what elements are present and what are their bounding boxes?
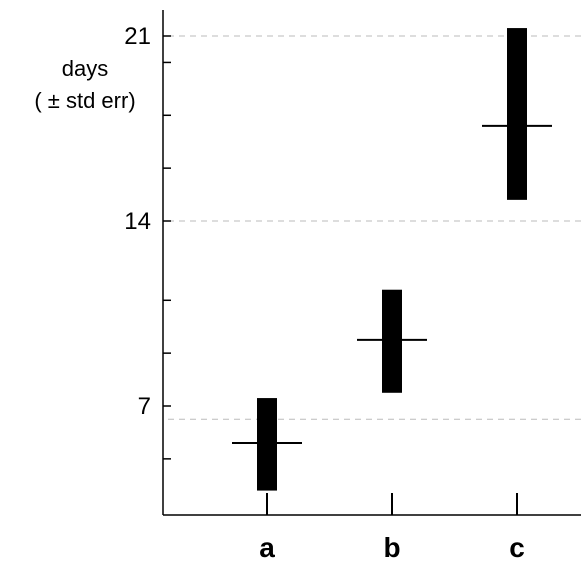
y-tick-label: 14 <box>124 208 151 235</box>
std-err-bar <box>257 398 277 491</box>
error-bars <box>232 28 552 491</box>
y-tick-label: 7 <box>138 393 151 420</box>
y-tick-label: 21 <box>124 23 151 50</box>
x-tick-label: a <box>259 532 275 562</box>
x-tick-label: b <box>383 532 400 562</box>
std-err-bar <box>382 289 402 393</box>
y-axis-label-line2: ( ± std err) <box>34 88 135 113</box>
axes: 7 14 21 a b c <box>124 10 581 562</box>
y-axis-label-line1: days <box>62 56 108 81</box>
std-err-bar <box>507 28 527 200</box>
x-tick-label: c <box>509 532 525 562</box>
